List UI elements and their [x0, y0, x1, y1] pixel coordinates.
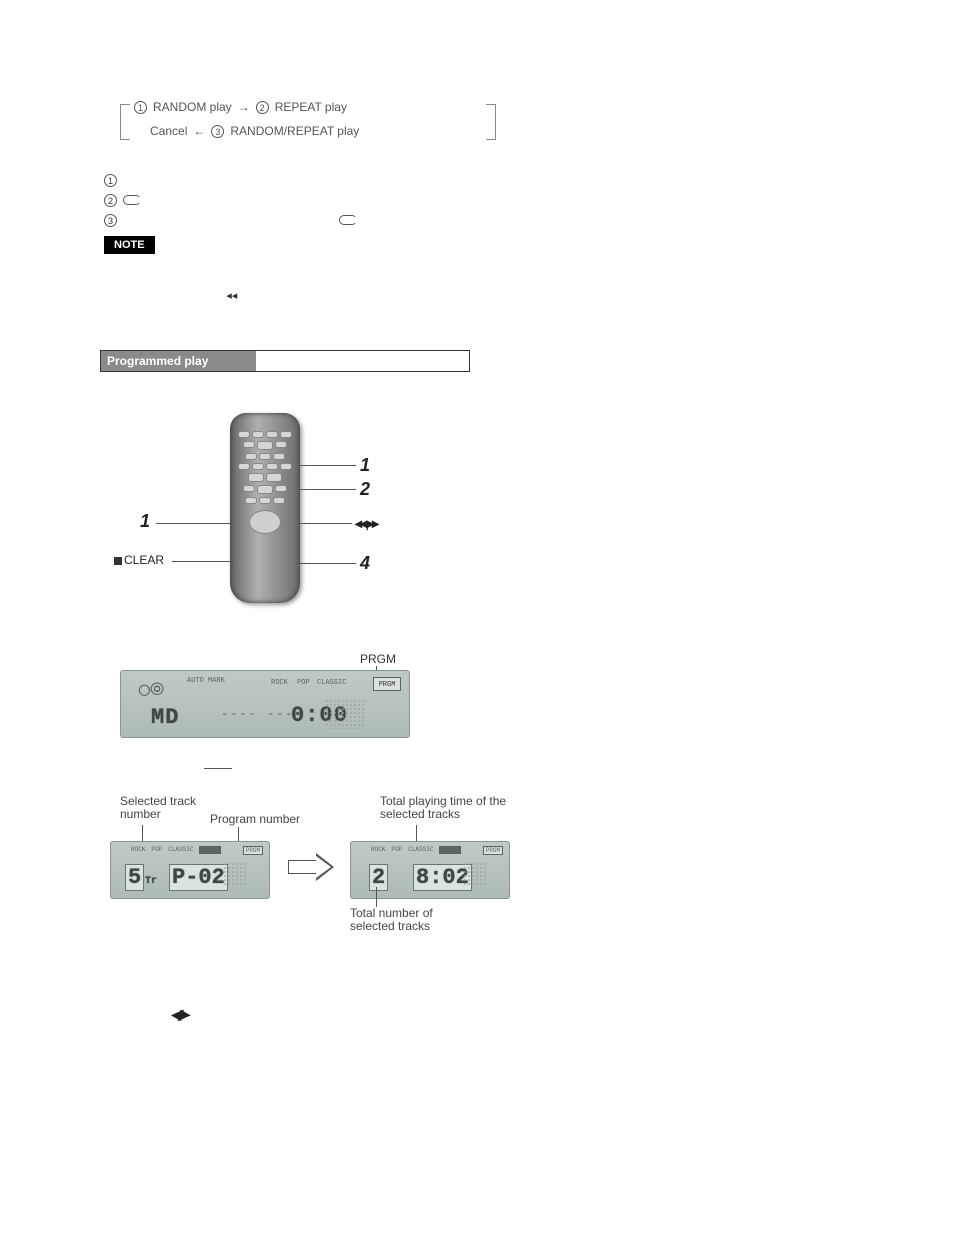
section-subtitle: . . . . . . . . . . . .: [256, 351, 338, 371]
lcd-prgm-indicator: PRGM: [373, 677, 401, 691]
display-panel-program-entry: ROCK POP CLASSIC PRGM 5 Tr P-02: [110, 841, 270, 899]
callout-step-4: 4: [360, 553, 370, 574]
lcd-program-number: P-02: [169, 864, 228, 891]
flow-bracket-left: [120, 104, 130, 140]
lcd-track-grid: [223, 862, 247, 886]
step-2-caption: . . . . . . . . . . . . . . . . . . . . …: [100, 744, 470, 775]
note-body: . . . . . . . . . . . . . . . . . . . . …: [104, 258, 474, 320]
rewind-icon: ◂◂: [226, 290, 237, 302]
callout-clear-button: CLEAR: [114, 553, 164, 567]
flow-node-repeat: REPEAT play: [275, 100, 347, 114]
lcd-indicator-box: [439, 846, 461, 854]
lcd-tr-label: Tr: [145, 876, 157, 887]
lcd-eq-classic: CLASSIC: [408, 846, 433, 854]
lcd-eq-classic: CLASSIC: [168, 846, 193, 854]
remote-control-diagram: 1 2 ◂◂,▸▸ 4 1 CLEAR: [100, 413, 470, 613]
lcd-eq-pop: POP: [297, 679, 310, 687]
lcd-track-grid: [325, 699, 365, 729]
legend-row-1: 1: [104, 170, 854, 190]
callout-step-1: 1: [360, 455, 370, 476]
display-panel-program-pair: Selected track number Program number Tot…: [100, 795, 530, 955]
repeat-loop-icon: [123, 195, 141, 205]
step-4-number: 4: [104, 1006, 112, 1022]
lcd-track-grid: [463, 862, 487, 886]
annotation-program-number: Program number: [210, 813, 300, 827]
flow-node-random: RANDOM play: [153, 100, 232, 114]
section-intro: . . . . . . . . . . . . . . . . . . . . …: [100, 378, 470, 393]
note-block: NOTE . . . . . . . . . . . . . . . . . .…: [104, 236, 474, 320]
left-right-diamond-icon: ◀▶: [171, 1006, 187, 1023]
callout-skip-buttons: ◂◂,▸▸: [355, 515, 377, 532]
leader-line: [376, 887, 377, 907]
fast-forward-icon: ▸▸: [367, 515, 377, 531]
leader-line: [172, 561, 234, 562]
leader-line: [156, 523, 232, 524]
section-title: Programmed play: [101, 351, 256, 371]
transition-arrow-icon: [288, 853, 334, 881]
flow-node-random-repeat: RANDOM/REPEAT play: [230, 124, 359, 138]
arrow-left-icon: [193, 124, 205, 138]
lcd-source-md: MD: [151, 705, 179, 730]
lcd-eq-rock: ROCK: [271, 679, 288, 687]
rewind-icon: ◂◂: [355, 515, 365, 531]
leader-line: [142, 825, 143, 843]
lcd-total-tracks: 2: [369, 864, 388, 891]
lcd-prgm-indicator: PRGM: [483, 846, 503, 855]
callout-step-1-left: 1: [140, 511, 150, 532]
lcd-prgm-indicator: PRGM: [243, 846, 263, 855]
legend-row-2: 2: [104, 190, 854, 210]
lcd-eq-classic: CLASSIC: [317, 679, 346, 687]
lcd-indicator-box: [199, 846, 221, 854]
lcd-eq-pop: POP: [151, 846, 162, 854]
lcd-eq-pop: POP: [391, 846, 402, 854]
leader-line: [416, 825, 417, 843]
remote-body: [230, 413, 300, 603]
repeat-loop-icon: [339, 215, 357, 225]
leader-line: [296, 563, 356, 564]
lcd-auto-mark-label: AUTO MARK: [187, 677, 225, 685]
prgm-callout-label: PRGM: [360, 652, 396, 666]
display-panel-initial: ◯⦾ AUTO MARK ROCK POP CLASSIC PRGM MD --…: [120, 670, 410, 738]
leader-line: [298, 523, 352, 524]
circled-2-icon: 2: [104, 194, 117, 207]
circled-1-icon: 1: [104, 174, 117, 187]
leader-line: [298, 465, 356, 466]
lcd-selected-track: 5: [125, 864, 144, 891]
circled-1-icon: 1: [134, 101, 147, 114]
circled-3-icon: 3: [104, 214, 117, 227]
leader-line: [298, 489, 356, 490]
note-label: NOTE: [104, 236, 155, 254]
callout-step-2: 2: [360, 479, 370, 500]
play-mode-legend: 1 2 3: [104, 170, 854, 230]
lcd-eq-rock: ROCK: [371, 846, 385, 854]
section-banner-programmed-play: Programmed play . . . . . . . . . . . .: [100, 350, 470, 372]
step-3-caption: . . . . . . . . . . . . . . . . . . . . …: [100, 961, 470, 976]
flow-bracket-right: [486, 104, 496, 140]
display-panel-program-summary: ROCK POP CLASSIC PRGM 2 8:02: [350, 841, 510, 899]
stop-square-icon: [114, 557, 122, 565]
arrow-right-icon: [238, 100, 250, 114]
annotation-total-number: Total number of selected tracks: [350, 907, 480, 935]
play-mode-flow-diagram: 1 RANDOM play 2 REPEAT play Cancel 3 RAN…: [120, 100, 480, 160]
step-4-row: 4 . . . . . . ◀▶ . . . . . . . . . . . .…: [104, 1006, 854, 1023]
circled-3-icon: 3: [211, 125, 224, 138]
disc-icon: ◯⦾: [139, 679, 164, 701]
annotation-total-time: Total playing time of the selected track…: [380, 795, 530, 823]
flow-row-bottom: Cancel 3 RANDOM/REPEAT play: [120, 124, 480, 138]
lcd-eq-rock: ROCK: [131, 846, 145, 854]
flow-row-top: 1 RANDOM play 2 REPEAT play: [120, 100, 480, 114]
flow-node-cancel: Cancel: [150, 124, 187, 138]
circled-2-icon: 2: [256, 101, 269, 114]
step-1-caption: . . . . . . . . . . . . . . . . . . . . …: [100, 619, 470, 650]
annotation-selected-track: Selected track number: [120, 795, 210, 823]
legend-row-3: 3: [104, 210, 854, 230]
